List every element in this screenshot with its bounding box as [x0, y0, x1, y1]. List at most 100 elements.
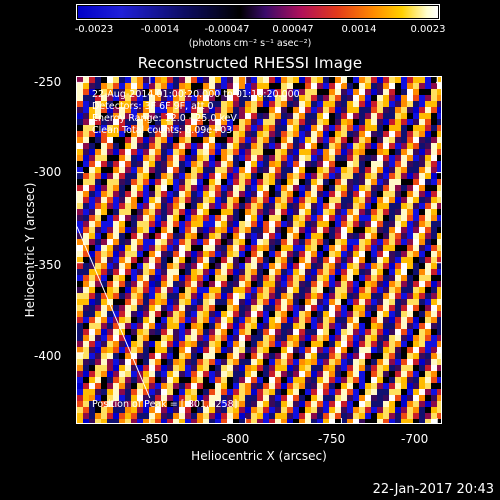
heatmap-cell: [143, 143, 149, 149]
heatmap-cell: [257, 323, 263, 329]
heatmap-cell: [77, 131, 83, 137]
heatmap-cell: [371, 281, 377, 287]
heatmap-cell: [191, 155, 197, 161]
heatmap-cell: [143, 107, 149, 113]
x-tick-label: -700: [401, 432, 429, 446]
heatmap-cell: [269, 419, 275, 423]
heatmap-cell: [269, 137, 275, 143]
heatmap-cell: [221, 383, 227, 389]
heatmap-cell: [341, 335, 347, 341]
heatmap-cell: [335, 257, 341, 263]
heatmap-cell: [287, 185, 293, 191]
heatmap-cell: [161, 245, 167, 251]
heatmap-cell: [221, 329, 227, 335]
heatmap-cell: [305, 395, 311, 401]
heatmap-cell: [245, 113, 251, 119]
heatmap-cell: [269, 203, 275, 209]
heatmap-cell: [185, 209, 191, 215]
heatmap-cell: [377, 299, 383, 305]
heatmap-cell: [275, 239, 281, 245]
heatmap-cell: [287, 359, 293, 365]
heatmap-cell: [323, 263, 329, 269]
heatmap-cell: [191, 263, 197, 269]
heatmap-cell: [167, 101, 173, 107]
heatmap-cell: [365, 101, 371, 107]
heatmap-cell: [239, 407, 245, 413]
heatmap-cell: [281, 251, 287, 257]
heatmap-cell: [365, 365, 371, 371]
heatmap-cell: [197, 125, 203, 131]
heatmap-cell: [305, 341, 311, 347]
heatmap-cell: [155, 95, 161, 101]
heatmap-cell: [239, 329, 245, 335]
heatmap-cell: [413, 395, 419, 401]
heatmap-cell: [371, 305, 377, 311]
heatmap-cell: [227, 257, 233, 263]
heatmap-cell: [173, 377, 179, 383]
heatmap-cell: [239, 317, 245, 323]
heatmap-cell: [263, 371, 269, 377]
heatmap-cell: [401, 257, 407, 263]
heatmap-cell: [167, 119, 173, 125]
heatmap-cell: [125, 251, 131, 257]
heatmap-cell: [377, 323, 383, 329]
heatmap-cell: [155, 347, 161, 353]
heatmap-cell: [83, 83, 89, 89]
heatmap-cell: [305, 113, 311, 119]
heatmap-cell: [359, 173, 365, 179]
heatmap-cell: [317, 191, 323, 197]
heatmap-cell: [215, 101, 221, 107]
heatmap-cell: [413, 179, 419, 185]
heatmap-cell: [419, 233, 425, 239]
heatmap-cell: [185, 329, 191, 335]
heatmap-cell: [287, 125, 293, 131]
heatmap-cell: [341, 365, 347, 371]
heatmap-cell: [131, 341, 137, 347]
heatmap-cell: [371, 89, 377, 95]
heatmap-cell: [119, 323, 125, 329]
heatmap-cell: [89, 401, 95, 407]
heatmap-cell: [263, 329, 269, 335]
heatmap-cell: [425, 395, 431, 401]
heatmap-cell: [275, 359, 281, 365]
heatmap-cell: [203, 407, 209, 413]
heatmap-cell: [281, 203, 287, 209]
heatmap-cell: [137, 263, 143, 269]
heatmap-cell: [227, 191, 233, 197]
heatmap-cell: [125, 149, 131, 155]
heatmap-cell: [233, 143, 239, 149]
heatmap-cell: [275, 95, 281, 101]
heatmap-cell: [359, 227, 365, 233]
heatmap-cell: [131, 119, 137, 125]
heatmap-cell: [341, 197, 347, 203]
heatmap-cell: [191, 107, 197, 113]
heatmap-cell: [323, 413, 329, 419]
heatmap-cell: [413, 419, 419, 423]
heatmap-cell: [335, 269, 341, 275]
heatmap-cell: [221, 203, 227, 209]
heatmap-cell: [425, 107, 431, 113]
heatmap-cell: [401, 335, 407, 341]
heatmap-cell: [179, 197, 185, 203]
heatmap-cell: [239, 185, 245, 191]
heatmap-cell: [281, 125, 287, 131]
heatmap-cell: [137, 191, 143, 197]
heatmap-cell: [245, 221, 251, 227]
heatmap-cell: [371, 221, 377, 227]
heatmap-cell: [83, 149, 89, 155]
heatmap-cell: [437, 233, 441, 239]
heatmap-cell: [257, 125, 263, 131]
heatmap-cell: [371, 101, 377, 107]
heatmap-cell: [89, 137, 95, 143]
heatmap-cell: [293, 311, 299, 317]
heatmap-cell: [425, 215, 431, 221]
heatmap-cell: [203, 143, 209, 149]
heatmap-cell: [263, 113, 269, 119]
heatmap-cell: [233, 221, 239, 227]
heatmap-cell: [119, 383, 125, 389]
heatmap-cell: [347, 107, 353, 113]
heatmap-cell: [209, 329, 215, 335]
heatmap-cell: [89, 221, 95, 227]
heatmap-cell: [275, 131, 281, 137]
heatmap-cell: [137, 203, 143, 209]
